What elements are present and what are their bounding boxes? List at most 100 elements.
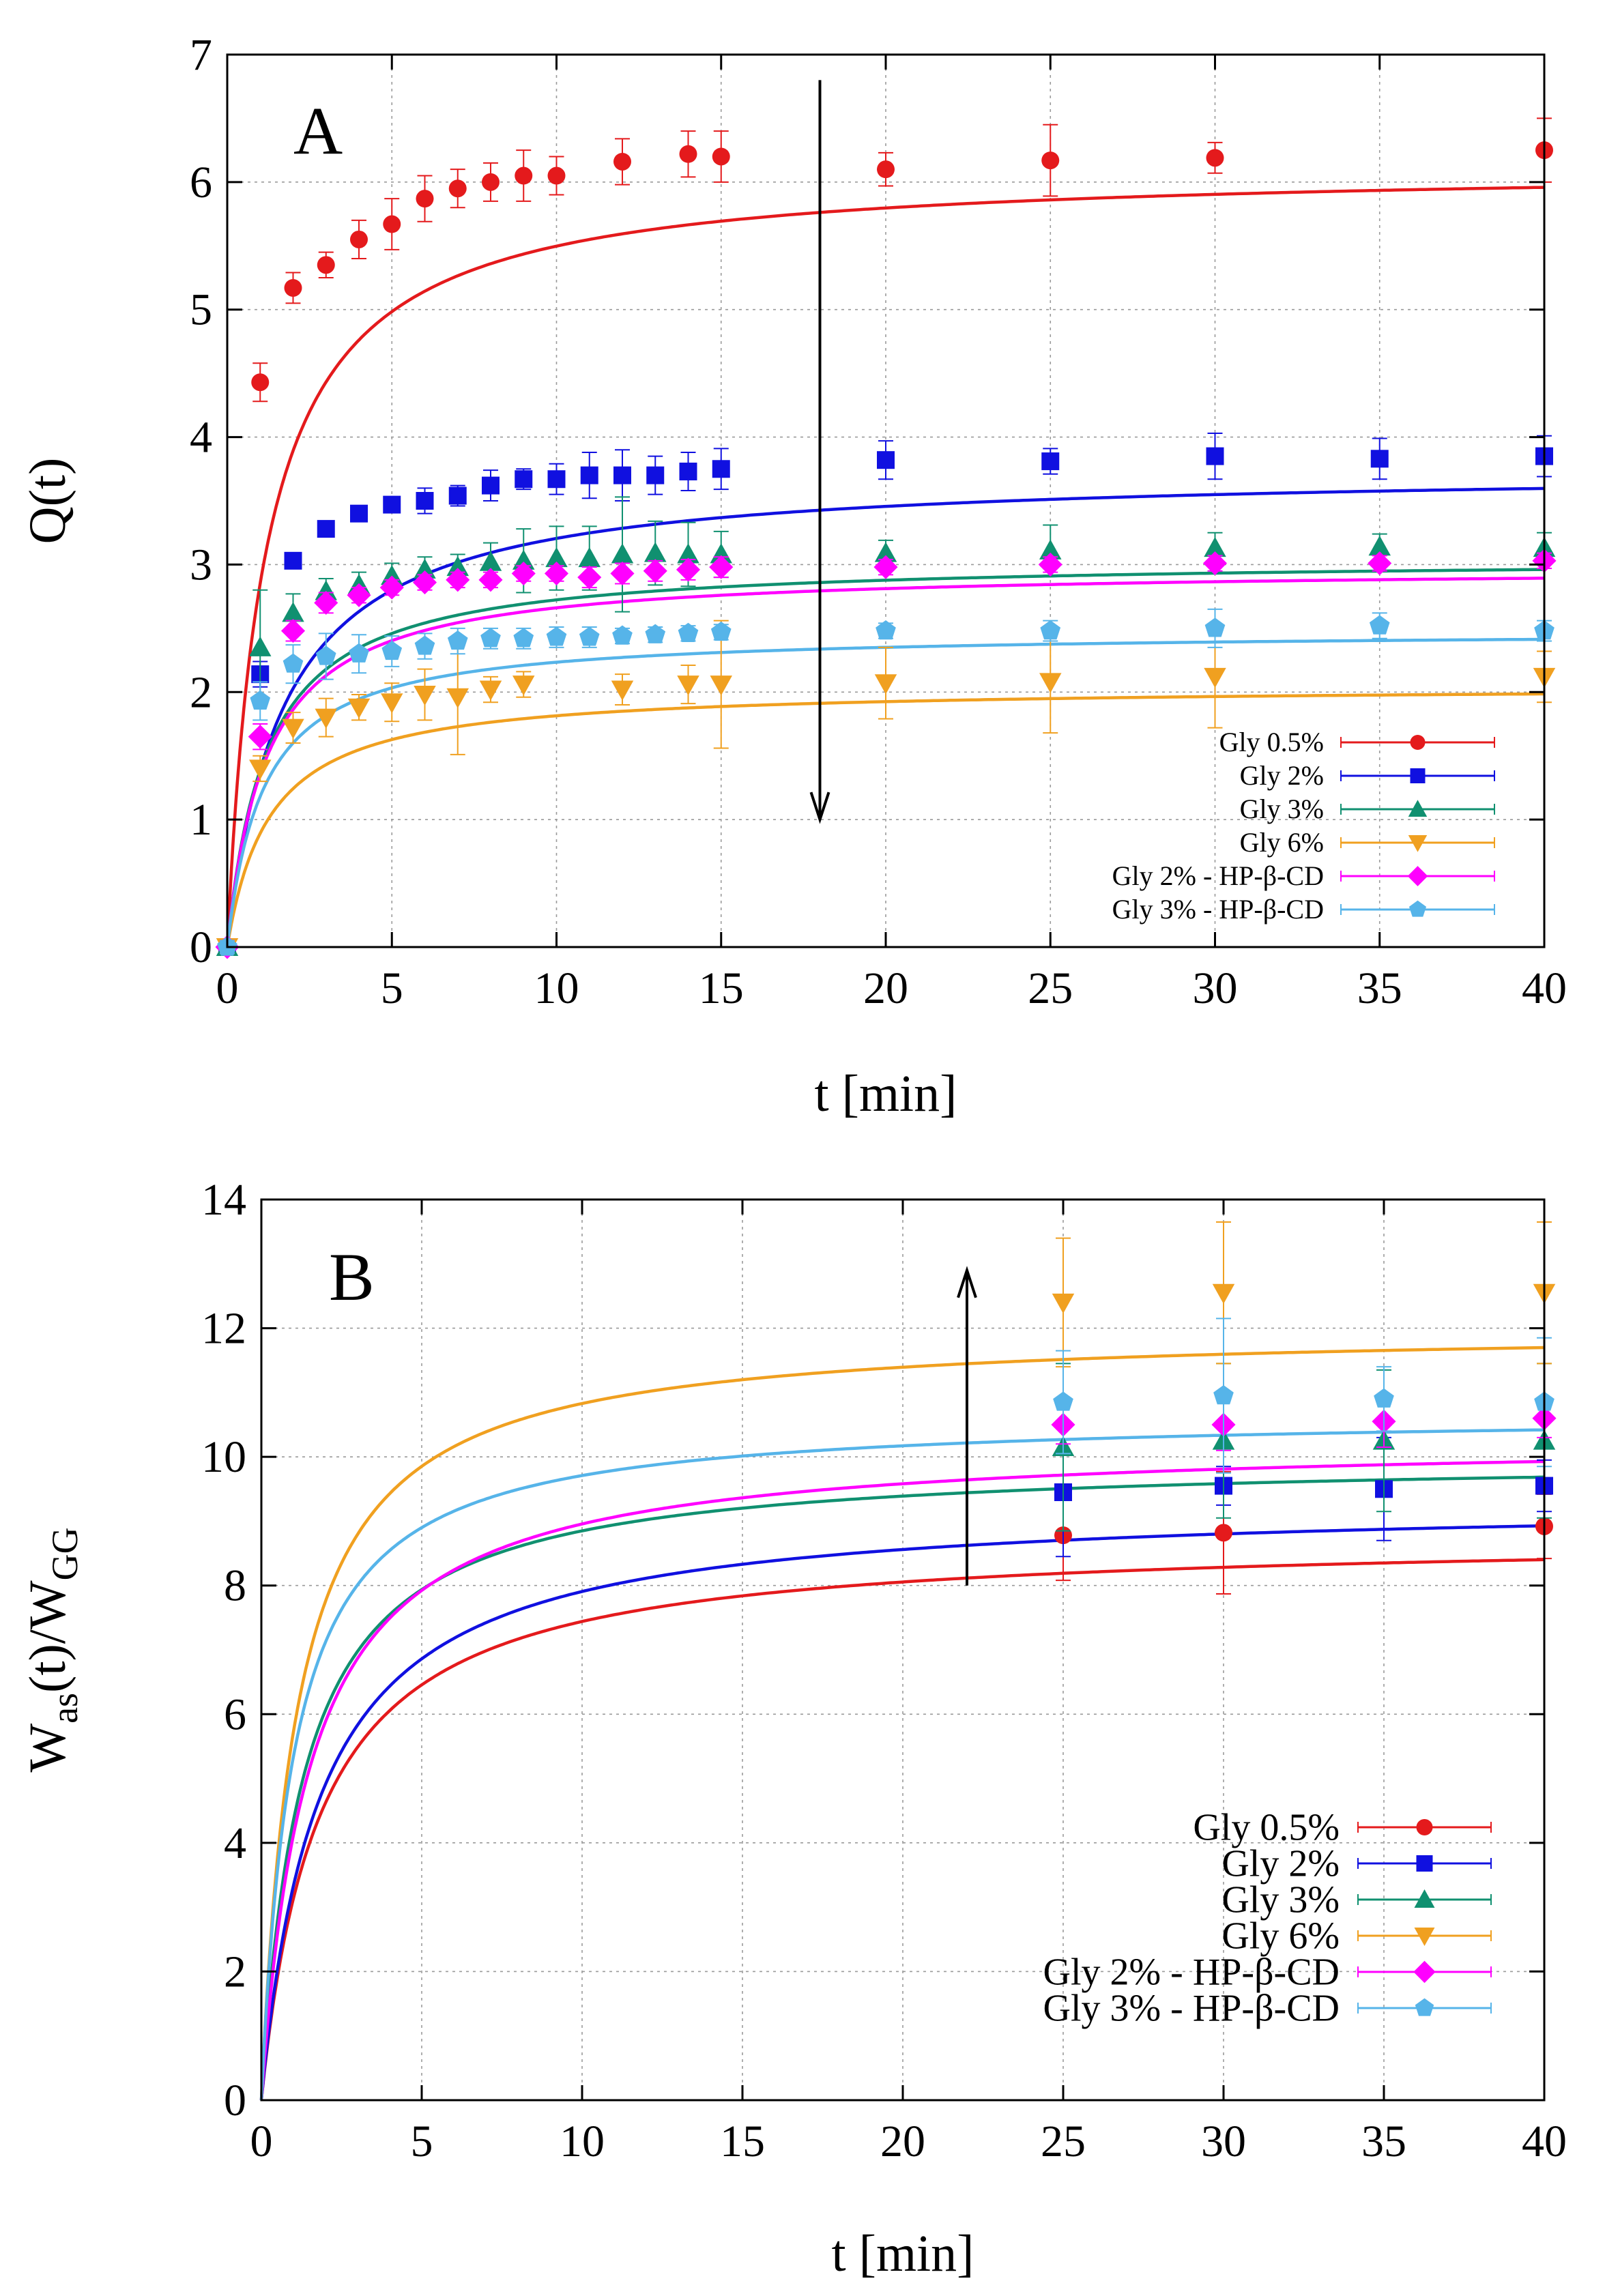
data-point [580, 466, 598, 484]
data-point [612, 625, 633, 645]
data-point [578, 547, 601, 568]
data-point [347, 583, 371, 607]
panel-b-y-axis-label: Was(t)/WGG [19, 1527, 85, 1772]
data-point [645, 624, 666, 643]
panel-b-grid [261, 1200, 1544, 2100]
data-point [712, 147, 730, 166]
x-tick-label: 10 [534, 963, 579, 1013]
legend-label: Gly 6% [1221, 1915, 1340, 1957]
legend-label: Gly 3% - HP-β-CD [1112, 894, 1324, 925]
data-point [678, 622, 699, 642]
data-point [1202, 551, 1228, 576]
data-point [644, 542, 667, 562]
data-point [282, 602, 304, 622]
y-tick-label: 8 [224, 1561, 246, 1611]
data-point [677, 675, 699, 696]
data-point [350, 230, 368, 248]
y-tick-label: 7 [190, 30, 212, 80]
x-tick-label: 35 [1361, 2117, 1406, 2166]
x-tick-label: 15 [720, 2117, 765, 2166]
y-tick-label: 12 [201, 1304, 246, 1354]
x-tick-label: 30 [1201, 2117, 1246, 2166]
data-point [513, 628, 534, 648]
panel-a-y-axis-label: Q(t) [19, 458, 76, 544]
data-point [676, 557, 701, 582]
data-point [873, 555, 898, 579]
data-point [710, 675, 732, 696]
legend-marker [1416, 1855, 1433, 1872]
x-tick-label: 40 [1522, 963, 1567, 1013]
data-point [447, 630, 468, 650]
data-point [448, 486, 467, 505]
ylabel-mid: (t)/W [19, 1580, 76, 1693]
data-point [546, 626, 567, 646]
data-point [349, 643, 369, 663]
data-point [545, 547, 568, 568]
x-tick-label: 25 [1028, 963, 1073, 1013]
fit-curve [225, 692, 1544, 948]
legend-entry: Gly 2% - HP-β-CD [1043, 1951, 1492, 1993]
ylabel-sub-gg: GG [44, 1527, 85, 1580]
data-point [710, 621, 732, 641]
data-point [877, 451, 895, 469]
legend-entry: Gly 2% [1240, 760, 1495, 791]
ylabel-sub-as: as [44, 1693, 85, 1724]
data-point [379, 575, 404, 600]
data-point [317, 256, 335, 274]
data-point [347, 698, 371, 718]
data-point [1041, 452, 1060, 471]
y-tick-label: 1 [190, 795, 212, 845]
data-point [1053, 1391, 1073, 1411]
data-point [1039, 539, 1062, 560]
y-tick-label: 2 [224, 1947, 246, 1996]
legend-marker [1413, 1960, 1436, 1983]
data-point [284, 278, 302, 297]
legend-entry: Gly 2% - HP-β-CD [1112, 860, 1495, 891]
data-point [1215, 1524, 1232, 1542]
legend-marker [1410, 735, 1426, 750]
data-point [515, 470, 533, 489]
data-point [478, 568, 503, 592]
panel-a-arrow [809, 80, 830, 824]
data-point [643, 559, 667, 583]
data-point [611, 543, 634, 564]
panel-a-legend: Gly 0.5%Gly 2%Gly 3%Gly 6%Gly 2% - HP-β-… [1112, 727, 1495, 925]
panel-a-label: A [293, 93, 343, 169]
data-point [712, 460, 730, 478]
data-point [611, 680, 634, 701]
x-tick-label: 25 [1041, 2117, 1086, 2166]
data-point [679, 463, 697, 481]
y-tick-label: 6 [190, 158, 212, 207]
data-point [446, 688, 469, 709]
legend-marker [1410, 768, 1426, 783]
data-point [874, 542, 897, 562]
data-point [613, 466, 631, 484]
data-point [282, 718, 304, 739]
data-point [482, 173, 500, 191]
data-point [679, 145, 697, 163]
data-point [544, 561, 569, 586]
data-point [416, 190, 434, 208]
data-point [877, 160, 895, 179]
fit-curve [225, 186, 1545, 948]
data-point [1204, 617, 1226, 637]
legend-marker [1416, 1819, 1433, 1835]
data-point [547, 470, 566, 489]
data-point [646, 466, 665, 484]
x-tick-label: 0 [250, 2117, 273, 2166]
legend-marker [1408, 835, 1428, 852]
y-tick-label: 0 [190, 922, 212, 972]
data-point [412, 570, 437, 595]
data-point [446, 568, 470, 592]
y-tick-label: 6 [224, 1689, 246, 1739]
data-point [1204, 536, 1226, 557]
data-point [249, 759, 272, 780]
data-point [1368, 536, 1391, 556]
data-point [1212, 1283, 1235, 1304]
data-point [1038, 552, 1062, 577]
panel-b-arrow [957, 1266, 977, 1586]
ylabel-w: W [19, 1724, 76, 1773]
fit-curve [259, 1459, 1545, 2101]
data-point [448, 179, 467, 198]
legend-marker [1414, 1928, 1435, 1946]
